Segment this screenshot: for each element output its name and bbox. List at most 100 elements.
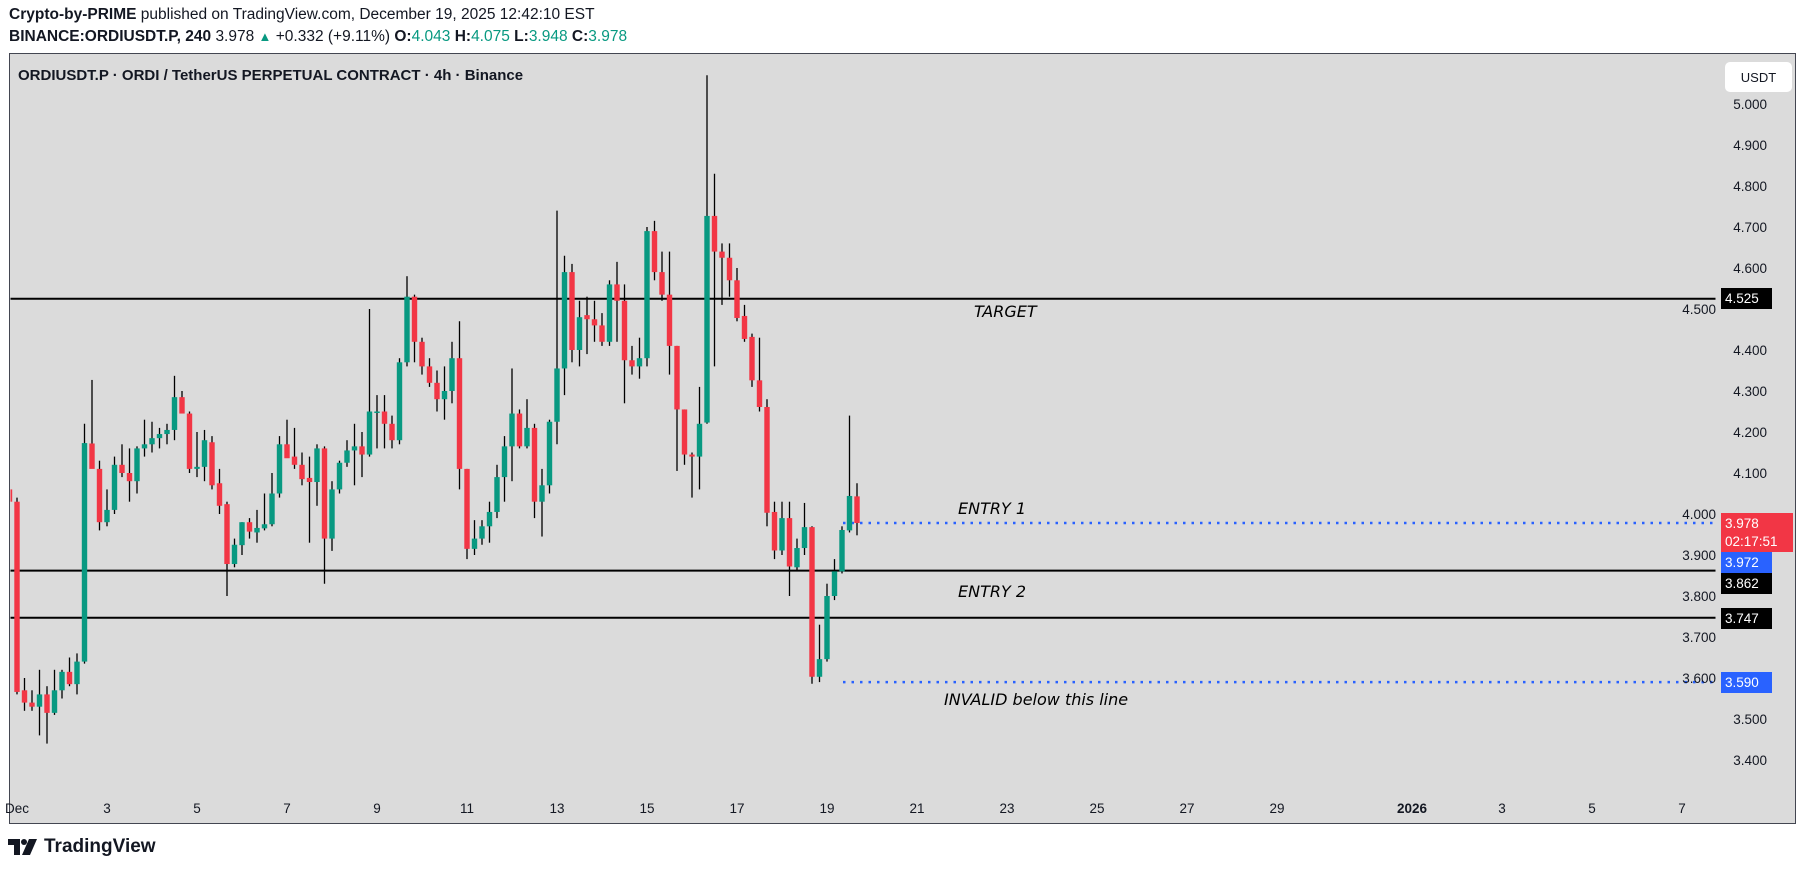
candle[interactable] bbox=[569, 263, 575, 363]
candle[interactable] bbox=[119, 444, 125, 478]
candle[interactable] bbox=[269, 473, 275, 527]
candle[interactable] bbox=[411, 294, 418, 363]
candle[interactable] bbox=[614, 261, 620, 342]
candle[interactable] bbox=[831, 559, 838, 601]
candle[interactable] bbox=[666, 251, 673, 375]
chart-pane[interactable] bbox=[9, 53, 1796, 824]
candle[interactable] bbox=[441, 366, 448, 420]
candle[interactable] bbox=[29, 690, 35, 711]
candle[interactable] bbox=[486, 501, 493, 543]
candle[interactable] bbox=[134, 446, 140, 494]
candle[interactable] bbox=[786, 501, 793, 596]
candle[interactable] bbox=[381, 395, 388, 449]
candle[interactable] bbox=[464, 468, 470, 560]
candle[interactable] bbox=[771, 501, 778, 560]
candle[interactable] bbox=[644, 227, 650, 367]
candle[interactable] bbox=[554, 210, 560, 445]
candle[interactable] bbox=[126, 448, 133, 502]
candle[interactable] bbox=[711, 173, 718, 367]
annotation-invalid[interactable]: INVALID below this line bbox=[944, 690, 1129, 709]
candle[interactable] bbox=[501, 436, 508, 502]
candle[interactable] bbox=[509, 368, 515, 482]
candle[interactable] bbox=[276, 436, 283, 498]
candle[interactable] bbox=[621, 284, 628, 404]
candle[interactable] bbox=[426, 358, 433, 387]
candle[interactable] bbox=[351, 423, 358, 486]
annotation-target[interactable]: TARGET bbox=[974, 302, 1037, 321]
candle[interactable] bbox=[854, 483, 860, 536]
candle[interactable] bbox=[719, 243, 725, 305]
candle[interactable] bbox=[254, 509, 260, 543]
candle[interactable] bbox=[179, 391, 185, 414]
candle[interactable] bbox=[599, 313, 605, 346]
candle[interactable] bbox=[81, 423, 88, 664]
candle[interactable] bbox=[539, 468, 545, 537]
candle[interactable] bbox=[201, 429, 208, 482]
candle[interactable] bbox=[471, 520, 478, 555]
candle[interactable] bbox=[111, 456, 118, 514]
candle[interactable] bbox=[7, 461, 13, 502]
tradingview-logo[interactable]: TradingView bbox=[8, 836, 156, 858]
candle[interactable] bbox=[704, 75, 710, 424]
candle[interactable] bbox=[816, 624, 823, 683]
candle[interactable] bbox=[651, 220, 658, 281]
candle[interactable] bbox=[171, 375, 178, 441]
candle[interactable] bbox=[689, 452, 695, 498]
candle[interactable] bbox=[14, 497, 20, 695]
candle[interactable] bbox=[164, 423, 170, 445]
candle[interactable] bbox=[659, 251, 665, 301]
candle[interactable] bbox=[524, 399, 530, 449]
currency-button[interactable]: USDT bbox=[1725, 62, 1792, 92]
candle[interactable] bbox=[389, 415, 395, 449]
annotation-entry-1[interactable]: ENTRY 1 bbox=[958, 499, 1027, 518]
candle[interactable] bbox=[726, 243, 733, 297]
candle[interactable] bbox=[794, 538, 800, 572]
candle[interactable] bbox=[606, 280, 613, 346]
candle[interactable] bbox=[734, 268, 740, 322]
candle[interactable] bbox=[456, 321, 463, 490]
candle[interactable] bbox=[494, 464, 500, 519]
candle[interactable] bbox=[21, 678, 28, 711]
candle[interactable] bbox=[374, 395, 380, 449]
candle[interactable] bbox=[576, 300, 583, 367]
candle[interactable] bbox=[59, 669, 65, 699]
candle[interactable] bbox=[194, 432, 200, 478]
candle[interactable] bbox=[681, 409, 688, 465]
candle[interactable] bbox=[449, 341, 455, 404]
candle[interactable] bbox=[231, 538, 238, 568]
candle[interactable] bbox=[396, 358, 403, 445]
candle[interactable] bbox=[516, 409, 523, 449]
candle[interactable] bbox=[261, 493, 268, 531]
candle[interactable] bbox=[846, 415, 853, 533]
candle[interactable] bbox=[51, 669, 58, 715]
candle[interactable] bbox=[419, 337, 425, 375]
candle[interactable] bbox=[141, 419, 148, 457]
candle[interactable] bbox=[186, 411, 193, 474]
candle[interactable] bbox=[314, 444, 320, 506]
candle[interactable] bbox=[434, 370, 440, 412]
candle[interactable] bbox=[801, 502, 808, 555]
candle[interactable] bbox=[149, 421, 155, 453]
candle[interactable] bbox=[89, 379, 95, 469]
candle[interactable] bbox=[299, 452, 305, 486]
candle[interactable] bbox=[216, 468, 223, 514]
candle[interactable] bbox=[366, 309, 373, 457]
candle[interactable] bbox=[306, 456, 313, 543]
candle[interactable] bbox=[756, 337, 763, 412]
candle[interactable] bbox=[479, 520, 485, 545]
candle[interactable] bbox=[696, 386, 703, 490]
candle[interactable] bbox=[344, 440, 350, 467]
candle[interactable] bbox=[591, 300, 598, 342]
candle[interactable] bbox=[531, 423, 538, 519]
candle[interactable] bbox=[584, 296, 590, 355]
candle[interactable] bbox=[239, 522, 245, 555]
candle[interactable] bbox=[36, 669, 43, 736]
candle[interactable] bbox=[779, 501, 785, 555]
candle[interactable] bbox=[359, 432, 365, 478]
candle[interactable] bbox=[329, 481, 335, 551]
candle[interactable] bbox=[809, 526, 815, 684]
candle[interactable] bbox=[404, 276, 410, 367]
candle[interactable] bbox=[561, 255, 568, 396]
author-name[interactable]: Crypto-by-PRIME bbox=[9, 6, 137, 23]
candle[interactable] bbox=[674, 345, 680, 471]
